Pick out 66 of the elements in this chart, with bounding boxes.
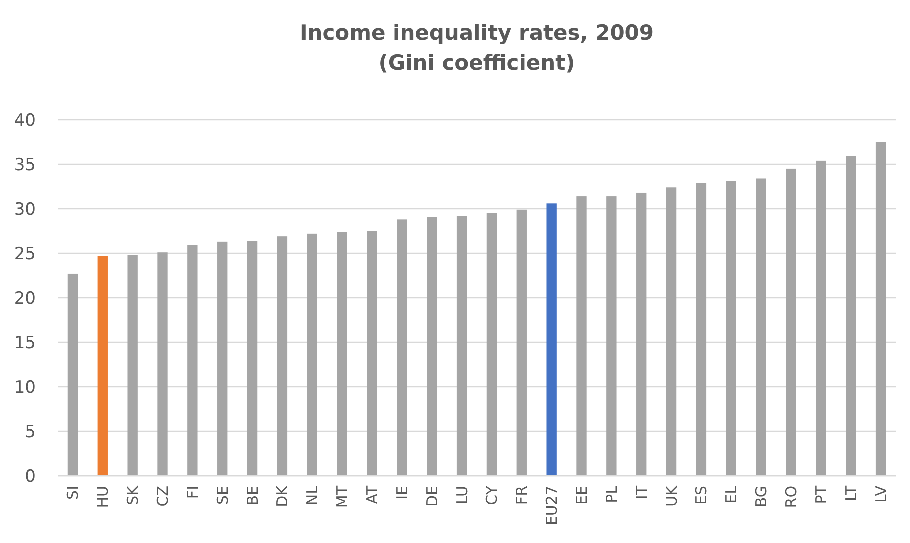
bar xyxy=(756,178,766,476)
x-tick-label: ES xyxy=(692,486,711,505)
y-tick-label: 0 xyxy=(25,466,36,487)
bar xyxy=(277,236,288,476)
bar xyxy=(846,156,856,476)
bar xyxy=(247,241,258,476)
x-tick-label: PL xyxy=(602,485,621,504)
x-tick-label: FR xyxy=(513,486,532,506)
chart-title: Income inequality rates, 2009 (Gini coefficient) xyxy=(300,21,654,75)
bar xyxy=(636,192,647,476)
x-tick-label: EL xyxy=(722,485,741,504)
x-tick-label: PT xyxy=(812,485,830,504)
x-tick-label: FI xyxy=(184,486,202,500)
bar xyxy=(128,255,138,476)
bar xyxy=(816,160,826,476)
x-tick-label: RO xyxy=(782,486,800,508)
y-tick-label: 35 xyxy=(14,155,36,176)
y-tick-label: 25 xyxy=(14,244,36,264)
x-tick-label: CZ xyxy=(154,486,172,507)
x-tick-label: IE xyxy=(393,486,412,500)
bar xyxy=(397,220,408,476)
y-tick-label: 20 xyxy=(14,288,36,309)
x-tick-label: DE xyxy=(423,486,442,508)
x-tick-label: NL xyxy=(304,485,322,506)
y-tick-label: 40 xyxy=(14,110,36,131)
x-tick-label: UK xyxy=(662,484,681,507)
bar xyxy=(337,232,348,476)
bar xyxy=(158,252,168,476)
y-tick-label: 5 xyxy=(25,422,36,442)
bar xyxy=(427,217,438,476)
bar xyxy=(726,181,736,476)
bar xyxy=(666,188,677,476)
x-tick-label: BE xyxy=(244,486,262,506)
x-tick-label: IT xyxy=(632,485,651,500)
x-tick-label: EU27 xyxy=(543,486,562,526)
bar xyxy=(456,216,468,476)
x-tick-label: CY xyxy=(483,485,502,506)
x-tick-label: LU xyxy=(453,486,472,505)
bar xyxy=(546,204,557,476)
x-tick-label: LV xyxy=(872,485,890,503)
bar xyxy=(367,231,378,476)
y-tick-label: 15 xyxy=(14,333,36,354)
bar xyxy=(576,196,587,476)
y-tick-label: 10 xyxy=(14,378,36,398)
bar xyxy=(486,213,498,476)
bar xyxy=(98,256,108,476)
x-tick-label: DK xyxy=(274,484,292,508)
bar xyxy=(188,245,198,476)
x-tick-label: SE xyxy=(214,486,232,505)
bar xyxy=(696,183,707,476)
bar xyxy=(876,142,886,476)
bar xyxy=(786,168,796,476)
bar xyxy=(307,234,318,476)
x-tick-label: SK xyxy=(124,484,142,506)
x-tick-label: HU xyxy=(94,486,112,508)
y-tick-label: 30 xyxy=(14,200,36,220)
bar xyxy=(606,196,617,476)
x-tick-label: MT xyxy=(334,485,352,508)
bar xyxy=(68,274,78,476)
x-tick-label: LT xyxy=(842,485,860,502)
x-tick-label: AT xyxy=(364,485,382,504)
bar xyxy=(218,242,228,476)
bar xyxy=(516,210,527,476)
x-tick-label: EE xyxy=(573,486,591,505)
x-tick-label: SI xyxy=(64,486,82,500)
x-tick-label: BG xyxy=(752,486,771,508)
